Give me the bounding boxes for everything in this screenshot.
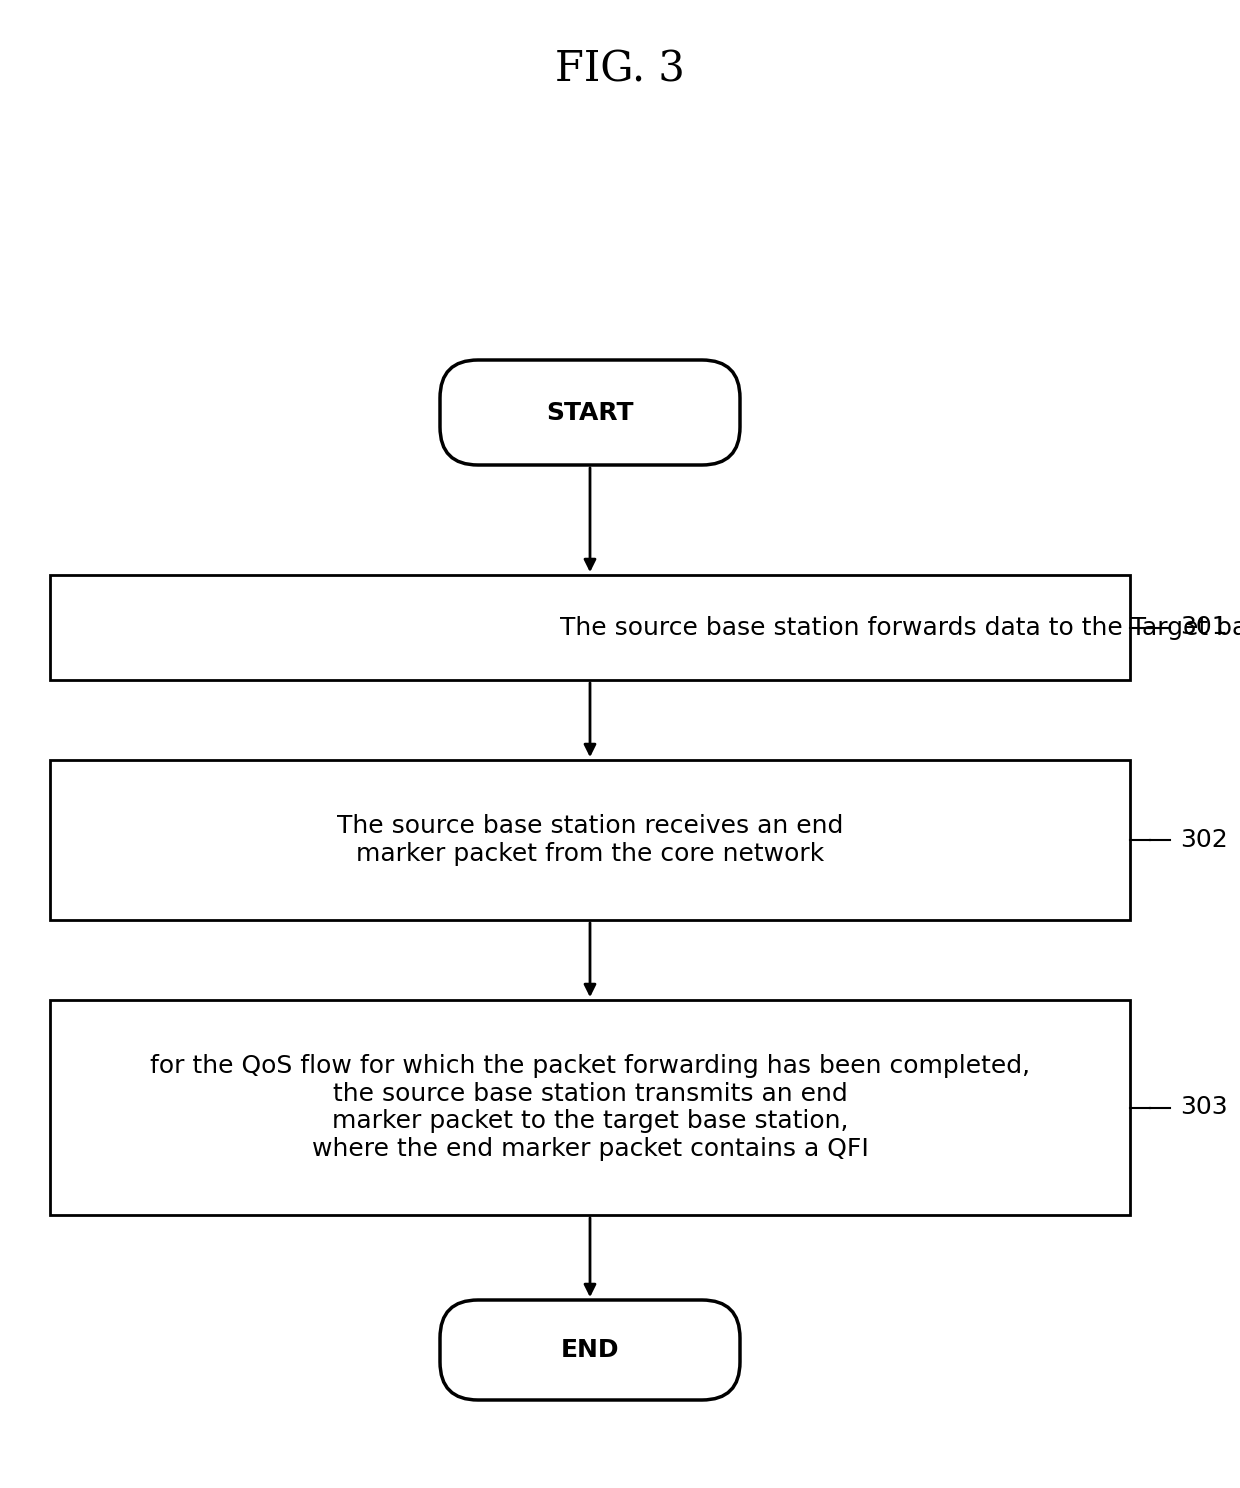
Text: END: END [560, 1338, 619, 1362]
Bar [50, 1000, 1130, 1216]
Text: 301: 301 [1180, 616, 1228, 640]
Text: FIG. 3: FIG. 3 [556, 49, 684, 91]
Bar [50, 760, 1130, 920]
FancyBboxPatch shape [440, 360, 740, 464]
Bar [50, 574, 1130, 680]
Text: 302: 302 [1180, 827, 1228, 853]
Text: 303: 303 [1180, 1095, 1228, 1119]
FancyBboxPatch shape [440, 1301, 740, 1400]
Text: The source base station receives an end
marker packet from the core network: The source base station receives an end … [337, 814, 843, 866]
Text: for the QoS flow for which the packet forwarding has been completed,
the source : for the QoS flow for which the packet fo… [150, 1054, 1030, 1161]
Text: START: START [547, 400, 634, 424]
Text: The source base station forwards data to the Target base station: The source base station forwards data to… [560, 616, 1240, 640]
